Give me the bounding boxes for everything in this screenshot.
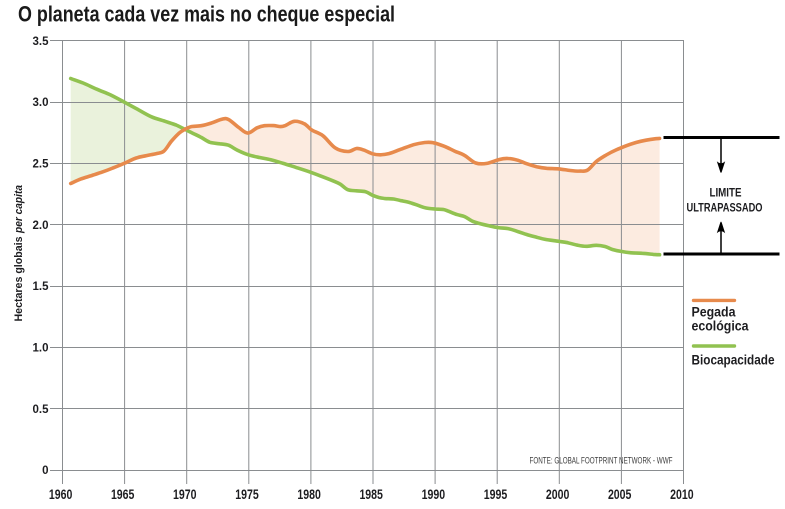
svg-text:1.0: 1.0	[33, 343, 49, 355]
svg-text:1960: 1960	[49, 487, 73, 502]
svg-text:3.0: 3.0	[33, 97, 49, 109]
svg-text:2.5: 2.5	[33, 159, 50, 171]
svg-text:3.5: 3.5	[33, 36, 50, 48]
svg-text:Hectares globais: Hectares globais	[13, 237, 25, 322]
svg-text:2010: 2010	[670, 487, 694, 502]
svg-text:FONTE: GLOBAL FOOTPRINT NETWOR: FONTE: GLOBAL FOOTPRINT NETWORK - WWF	[530, 456, 673, 466]
svg-text:per capita: per capita	[13, 185, 25, 234]
svg-text:1995: 1995	[484, 487, 508, 502]
svg-text:2000: 2000	[546, 487, 570, 502]
svg-text:2.0: 2.0	[33, 220, 49, 232]
svg-text:0: 0	[42, 465, 48, 477]
svg-text:1965: 1965	[111, 487, 135, 502]
svg-text:O planeta cada vez mais no che: O planeta cada vez mais no cheque especi…	[18, 1, 395, 26]
svg-text:1980: 1980	[297, 487, 321, 502]
svg-text:Biocapacidade: Biocapacidade	[692, 353, 775, 368]
svg-text:1970: 1970	[173, 487, 197, 502]
svg-text:0.5: 0.5	[33, 404, 50, 416]
svg-text:Pegada: Pegada	[692, 305, 736, 320]
svg-text:ecológica: ecológica	[692, 319, 749, 334]
svg-text:ULTRAPASSADO: ULTRAPASSADO	[687, 203, 763, 215]
svg-text:1985: 1985	[359, 487, 383, 502]
svg-text:LIMITE: LIMITE	[710, 188, 742, 200]
svg-text:1975: 1975	[235, 487, 259, 502]
svg-text:1.5: 1.5	[33, 281, 50, 293]
svg-text:1990: 1990	[422, 487, 446, 502]
svg-text:2005: 2005	[608, 487, 632, 502]
